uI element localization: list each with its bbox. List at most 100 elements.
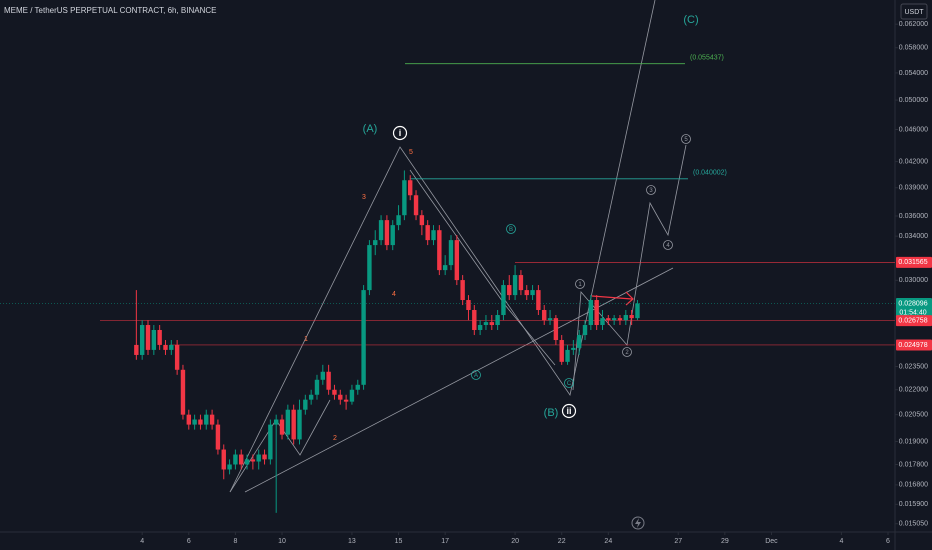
y-tick-label: 0.039000 [899,185,928,192]
candle-body [367,245,372,291]
x-tick-label: 22 [558,538,566,545]
y-tick-label: 0.058000 [899,45,928,52]
candle-body [308,394,314,400]
x-tick-label: 15 [395,538,403,545]
price-label: 0.031565 [898,259,927,266]
candle-body [472,309,477,330]
price-label-box [896,256,932,268]
wave-label: 3 [362,194,366,201]
wave-label: A [474,373,478,379]
candle-body [431,230,436,241]
candle-body [343,399,349,402]
candle-body [547,318,553,321]
wave-label-circle [575,279,585,289]
candle-body [326,371,331,390]
candle-body [565,349,570,362]
wave-label: (A) [363,123,378,135]
candle-body [233,454,238,465]
wave-label: 4 [392,291,396,298]
candle-body [594,300,599,326]
arrow-head [625,291,634,306]
candle-body [600,318,605,326]
wave-label-circle [681,134,691,144]
price-label-box [896,297,932,318]
currency-button[interactable] [900,3,928,20]
y-tick-label: 0.046000 [899,126,928,133]
candle-body [239,454,244,465]
candle-body [623,315,629,321]
candle-body [483,322,489,326]
y-tick-label: 0.020500 [899,412,928,419]
candle-body [512,275,518,296]
price-label: 0.028096 [898,300,927,307]
x-tick-label: 20 [511,538,519,545]
candle-body [163,344,168,350]
projection-line [572,144,687,391]
candle-body [448,240,454,266]
wave-line [229,0,656,493]
price-label-box [896,315,932,327]
candle-body [244,459,250,465]
candle-body [396,215,401,226]
y-tick-label: 0.054000 [899,70,928,77]
candle-body [489,322,494,326]
candle-body [256,454,261,462]
y-tick-label: 0.042000 [899,158,928,165]
wave-label: 5 [409,149,413,156]
candle-body [273,419,279,425]
x-tick-label: 27 [674,538,682,545]
candle-body [291,409,296,440]
candle-body [454,240,460,281]
candle-body [501,285,506,316]
candle-body [384,220,390,246]
candle-body [518,275,524,291]
price-label: 0.024978 [898,342,927,349]
wave-label-circle [561,403,577,419]
candle-body [507,285,512,296]
y-tick-label: 0.030000 [899,277,928,284]
candle-body [262,454,267,460]
x-tick-label: 4 [140,538,144,545]
currency-label[interactable]: USDT [904,9,924,16]
wave-label: 1 [304,336,308,343]
y-tick-label: 0.062000 [899,21,928,28]
y-tick-label: 0.050000 [899,97,928,104]
candle-body [629,315,634,319]
candle-body [145,325,151,350]
candle-body [413,195,419,216]
wave-label-circle [663,240,673,250]
y-tick-label: 0.036000 [899,213,928,220]
candle-body [530,290,535,296]
candle-body [250,459,256,462]
wave-label: ii [566,406,571,416]
x-tick-label: 6 [886,538,890,545]
candle-body [378,220,384,241]
candle-body [553,318,559,341]
candle-body [279,419,285,435]
event-icon[interactable] [631,516,645,530]
wave-label-circle [564,378,574,388]
candle-body [338,394,343,400]
candle-body [536,290,541,310]
wave-label: C [567,381,572,387]
candle-body [402,180,407,216]
candle-body [437,230,442,271]
candle-body [442,265,448,271]
wave-label: (B) [544,407,559,419]
x-tick-label: Dec [765,538,778,545]
wave-label: 3 [649,188,653,194]
wave-label: B [509,227,513,233]
y-tick-label: 0.034000 [899,233,928,240]
candle-body [139,325,145,355]
x-tick-label: 24 [604,538,612,545]
y-tick-label: 0.017800 [899,461,928,468]
price-label-box [896,339,932,351]
candle-body [151,329,157,350]
candle-body [408,180,413,196]
chart-title: MEME / TetherUS PERPETUAL CONTRACT, 6h, … [4,6,217,15]
event-icon-bolt[interactable] [635,518,641,528]
wave-label-circle [392,125,408,141]
candle-body [390,225,395,246]
